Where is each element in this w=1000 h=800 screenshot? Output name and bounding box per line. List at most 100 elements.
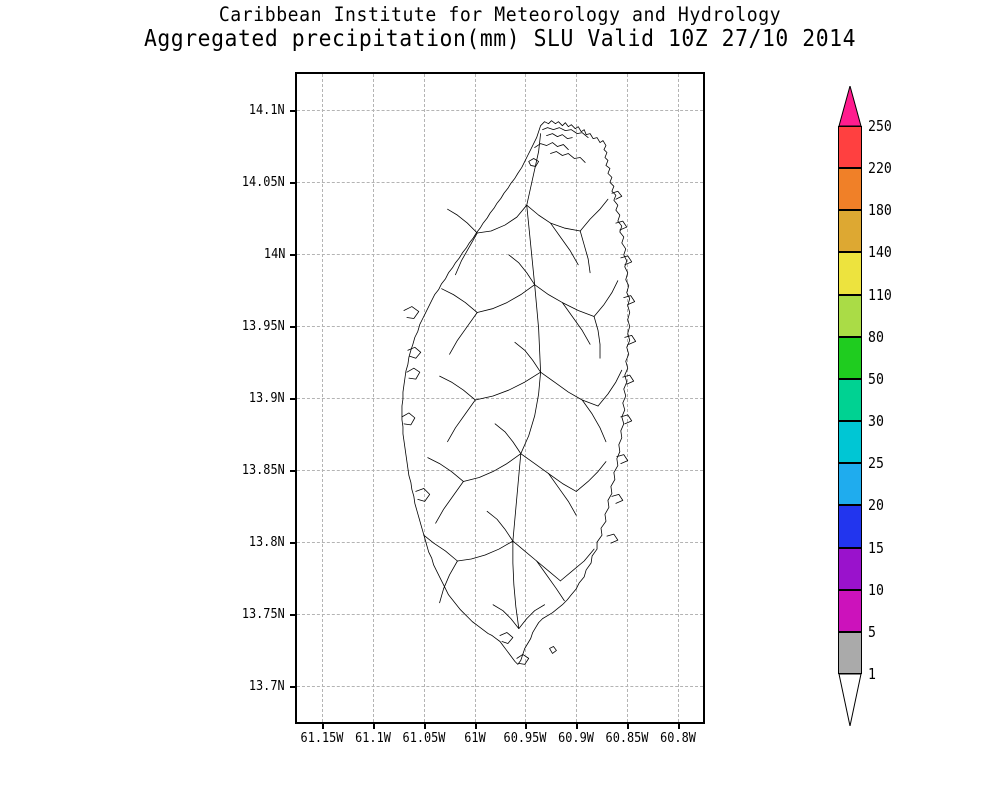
axis-label-y: 13.8N — [249, 534, 285, 550]
east-coast-detail-1 — [611, 190, 623, 200]
pigeon-island — [528, 158, 540, 167]
map-plot-area[interactable]: 61.15W 61.1W 61.05W 61W 60.95W 60.9W 60.85W 60.… — [242, 72, 705, 746]
watershed-2 — [476, 204, 528, 234]
colorbar-tick-label: 30 — [868, 412, 884, 431]
east-coast-detail-8 — [616, 454, 629, 464]
east-coast-detail-10 — [606, 533, 619, 544]
east-coast-detail-5 — [624, 334, 637, 345]
colorbar-band — [838, 589, 862, 632]
colorbar-band — [838, 547, 862, 590]
tick-x — [423, 722, 426, 729]
sub-catchment-w3 — [439, 375, 476, 401]
sub-catchment-w7 — [447, 399, 476, 443]
coastline — [401, 120, 631, 665]
axis-label-y: 13.75N — [242, 606, 285, 622]
sub-catchment-e9 — [548, 473, 577, 516]
north-bay-1 — [546, 133, 573, 139]
ridge-trace-6 — [518, 604, 545, 629]
colorbar-tick-label: 80 — [868, 327, 884, 346]
watershed-16 — [512, 540, 520, 629]
watershed-14 — [457, 540, 514, 562]
gridline-horizontal — [297, 398, 703, 399]
colorbar-band — [838, 210, 862, 253]
west-bay-soufriere — [401, 412, 416, 426]
maria-islands — [549, 646, 557, 654]
sub-catchment-w10 — [439, 560, 458, 604]
sub-catchment-e1 — [579, 198, 609, 232]
colorbar-tick-label: 140 — [868, 243, 892, 262]
axis-label-x: 60.9W — [558, 730, 595, 746]
watershed-12 — [520, 453, 577, 492]
gridline-horizontal — [297, 614, 703, 615]
tick-y — [290, 110, 297, 112]
sub-catchment-w2 — [441, 288, 478, 313]
watershed-8 — [474, 371, 541, 401]
axis-label-x: 60.85W — [605, 730, 649, 746]
precipitation-colorbar[interactable]: 250 220 180 140 110 80 50 30 25 20 15 10 5 1 — [838, 84, 892, 727]
east-coast-detail-7 — [620, 414, 633, 425]
east-coast-detail-3 — [620, 255, 633, 266]
tick-y — [290, 686, 297, 688]
colorbar-band — [838, 294, 862, 337]
ridge-trace-3 — [494, 423, 522, 455]
west-bay-castries — [403, 306, 420, 319]
sub-catchment-e4 — [575, 461, 607, 492]
tick-x — [373, 722, 376, 729]
tick-y — [290, 254, 297, 256]
gridline-horizontal — [297, 326, 703, 327]
sub-catchment-e5 — [560, 548, 595, 582]
page-title: Aggregated precipitation(mm) SLU Valid 1… — [143, 26, 857, 52]
colorbar-tick-label: 110 — [868, 285, 892, 304]
east-coast-detail-9 — [611, 494, 624, 504]
sub-catchment-w4 — [427, 457, 464, 482]
gridline-horizontal — [297, 686, 703, 687]
gridlines — [297, 74, 703, 722]
watershed-5 — [476, 284, 536, 313]
watershed-7 — [534, 284, 541, 373]
axis-label-x: 61W — [463, 730, 486, 746]
tick-x — [322, 722, 325, 729]
tick-y — [290, 182, 297, 184]
east-coast-detail-6 — [622, 374, 635, 385]
tick-x — [525, 722, 528, 729]
sub-catchment-e8 — [550, 222, 579, 266]
axis-label-x: 60.95W — [503, 730, 547, 746]
west-bay-anse — [407, 346, 422, 359]
colorbar-tick-label: 10 — [868, 580, 884, 599]
north-peninsula-detail — [542, 127, 589, 139]
colorbar-band — [838, 378, 862, 422]
watershed-11 — [462, 453, 522, 482]
watershed-9 — [540, 371, 599, 407]
colorbar-band — [838, 336, 862, 379]
colorbar-tick-label: 5 — [868, 622, 876, 641]
colorbar-tick-label: 1 — [868, 665, 876, 683]
sub-catchment-w1 — [447, 208, 478, 234]
west-bay-marigot — [406, 367, 421, 380]
axis-label-x: 60.8W — [659, 730, 696, 746]
colorbar-band — [838, 421, 862, 464]
vieux-fort-bay — [499, 632, 514, 644]
east-coast-detail-4 — [623, 295, 636, 305]
ridge-trace-8 — [579, 230, 591, 274]
colorbar-band — [838, 168, 862, 211]
colorbar-over-arrow — [838, 84, 862, 127]
axis-label-y: 13.9N — [249, 390, 285, 406]
tick-y — [290, 470, 297, 472]
sub-catchment-w5 — [423, 534, 458, 562]
axis-label-x: 61.1W — [355, 730, 392, 746]
colorbar-tick-label: 25 — [868, 454, 884, 473]
west-bay-south — [415, 488, 431, 502]
gros-islet-detail — [550, 151, 586, 163]
gridline-horizontal — [297, 110, 703, 111]
gridline-horizontal — [297, 542, 703, 543]
ridge-trace-2 — [514, 341, 541, 373]
gridline-horizontal — [297, 254, 703, 255]
gridline-horizontal — [297, 470, 703, 471]
tick-x — [626, 722, 629, 729]
colorbar-tick-label: 180 — [868, 201, 892, 220]
watershed-4 — [526, 204, 536, 286]
axis-label-y: 13.95N — [242, 318, 285, 334]
north-inlet — [534, 142, 569, 150]
axis-label-y: 14.05N — [242, 174, 285, 190]
watershed-13 — [512, 453, 522, 542]
